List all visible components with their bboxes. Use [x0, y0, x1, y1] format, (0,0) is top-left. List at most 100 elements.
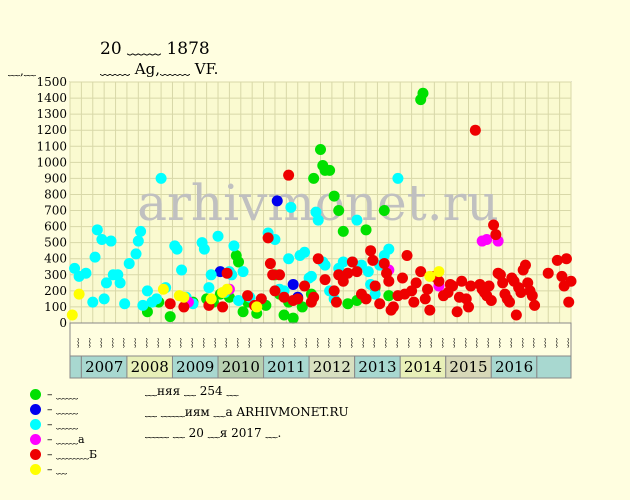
data-point: [387, 301, 399, 313]
data-point: [396, 272, 408, 284]
x-quarter-label: ﹏: [332, 338, 343, 348]
data-point: [410, 277, 422, 289]
x-quarter-label: ﹏: [469, 338, 480, 348]
data-point: [278, 291, 290, 303]
data-point: [488, 219, 500, 231]
data-point: [221, 267, 233, 279]
x-quarter-label: ﹏: [82, 338, 93, 348]
data-point: [91, 224, 103, 236]
data-point: [137, 299, 149, 311]
chart-title: 20 ﹏﹏ 1878: [100, 39, 210, 59]
y-tick-label: 900: [44, 171, 67, 185]
data-point: [283, 253, 295, 265]
data-point: [563, 296, 575, 308]
data-point: [66, 309, 78, 321]
data-point: [292, 293, 304, 305]
data-point: [164, 311, 176, 323]
legend-item: – ﹏: [30, 461, 67, 477]
data-point: [278, 309, 290, 321]
data-point: [383, 243, 395, 255]
data-point: [481, 233, 493, 245]
x-quarter-label: ﹏: [560, 338, 571, 348]
data-point: [497, 277, 509, 289]
x-quarter-label: ﹏: [503, 338, 514, 348]
data-point: [287, 278, 299, 290]
data-point: [337, 256, 349, 268]
data-point: [151, 293, 163, 305]
data-point: [424, 270, 436, 282]
data-point: [485, 295, 497, 307]
x-quarter-label: ﹏: [389, 338, 400, 348]
x-quarter-label: ﹏: [93, 338, 104, 348]
x-quarter-label: ﹏: [184, 338, 195, 348]
y-tick-label: 300: [44, 268, 67, 282]
data-point: [351, 266, 363, 278]
x-quarter-label: ﹏: [491, 338, 502, 348]
x-quarter-label: ﹏: [104, 338, 115, 348]
y-axis-unit-label: ﹏,﹏: [8, 64, 36, 78]
x-quarter-label: ﹏: [127, 338, 138, 348]
data-point: [369, 280, 381, 292]
data-point: [237, 306, 249, 318]
data-point: [556, 270, 568, 282]
legend-item: – ﹏﹏: [30, 386, 78, 402]
data-point: [433, 275, 445, 287]
x-quarter-label: ﹏: [116, 338, 127, 348]
note-date: ﹏﹏ ﹏ 20 ﹏я 2017 ﹏.: [145, 426, 282, 440]
legend-swatch: [30, 388, 41, 400]
data-point: [73, 288, 85, 300]
data-point: [519, 259, 531, 271]
x-quarter-label: ﹏: [207, 338, 218, 348]
x-quarter-label: ﹏: [241, 338, 252, 348]
data-point: [299, 246, 311, 258]
x-quarter-label: ﹏: [139, 338, 150, 348]
data-point: [135, 225, 147, 237]
data-point: [378, 205, 390, 217]
y-tick-label: 1400: [36, 91, 67, 105]
y-tick-label: 100: [44, 300, 67, 314]
x-quarter-label: ﹏: [514, 338, 525, 348]
legend-item: – ﹏﹏﹏Б: [30, 446, 97, 462]
data-point: [123, 258, 135, 270]
data-point: [378, 258, 390, 270]
legend-label: – ﹏﹏: [47, 403, 78, 416]
data-point: [392, 172, 404, 184]
legend-swatch: [30, 463, 41, 475]
data-point: [130, 248, 142, 260]
data-point: [205, 269, 217, 281]
data-point: [155, 172, 167, 184]
data-point: [308, 291, 320, 303]
data-point: [89, 251, 101, 263]
x-quarter-label: ﹏: [309, 338, 320, 348]
legend-label: – ﹏: [47, 463, 67, 476]
data-point: [312, 253, 324, 265]
data-point: [198, 243, 210, 255]
data-point: [217, 301, 229, 313]
year-label: 2009: [176, 358, 214, 376]
x-quarter-label: ﹏: [252, 338, 263, 348]
data-point: [551, 254, 563, 266]
data-point: [465, 280, 477, 292]
y-tick-label: 500: [44, 236, 67, 250]
y-tick-label: 1100: [36, 139, 67, 153]
x-quarter-label: ﹏: [412, 338, 423, 348]
data-point: [285, 201, 297, 213]
data-point: [374, 298, 386, 310]
y-tick-label: 1200: [36, 123, 67, 137]
y-tick-label: 200: [44, 284, 67, 298]
x-quarter-label: ﹏: [480, 338, 491, 348]
data-point: [262, 232, 274, 244]
data-point: [483, 280, 495, 292]
data-point: [228, 240, 240, 252]
data-point: [171, 243, 183, 255]
data-point: [212, 230, 224, 242]
year-band-tail: [536, 355, 572, 379]
data-point: [299, 280, 311, 292]
y-tick-label: 700: [44, 204, 67, 218]
y-tick-label: 1300: [36, 107, 67, 121]
data-point: [328, 190, 340, 202]
year-label: 2010: [222, 358, 260, 376]
x-quarter-label: ﹏: [457, 338, 468, 348]
data-point: [360, 224, 372, 236]
chart-subtitle: ﹏﹏ Ag,﹏﹏ VF.: [100, 60, 219, 78]
